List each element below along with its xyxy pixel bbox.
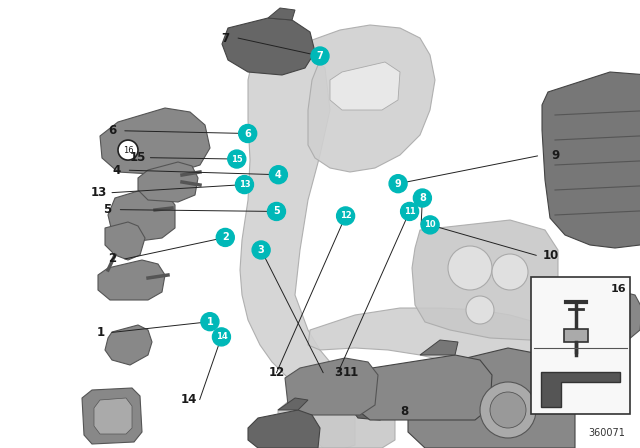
Polygon shape bbox=[542, 72, 640, 248]
Polygon shape bbox=[330, 62, 400, 110]
Polygon shape bbox=[268, 8, 295, 20]
Text: 10: 10 bbox=[424, 220, 436, 229]
Circle shape bbox=[421, 216, 439, 234]
Text: 2: 2 bbox=[108, 252, 116, 266]
Polygon shape bbox=[285, 358, 378, 415]
Polygon shape bbox=[541, 371, 620, 407]
Polygon shape bbox=[408, 348, 575, 448]
Circle shape bbox=[492, 254, 528, 290]
Polygon shape bbox=[355, 355, 492, 420]
Bar bbox=[531, 277, 630, 414]
Circle shape bbox=[269, 166, 287, 184]
Polygon shape bbox=[420, 340, 458, 355]
Text: 6: 6 bbox=[108, 124, 116, 138]
Text: 5: 5 bbox=[104, 203, 111, 216]
Polygon shape bbox=[100, 108, 210, 175]
Text: 6: 6 bbox=[244, 129, 251, 138]
Text: 3: 3 bbox=[334, 366, 342, 379]
Text: 9: 9 bbox=[395, 179, 401, 189]
Circle shape bbox=[480, 382, 536, 438]
Text: 3: 3 bbox=[258, 245, 264, 255]
Polygon shape bbox=[82, 388, 142, 444]
Polygon shape bbox=[105, 222, 145, 260]
Text: 11: 11 bbox=[404, 207, 415, 216]
Text: 13: 13 bbox=[91, 186, 108, 199]
Text: 15: 15 bbox=[231, 155, 243, 164]
Polygon shape bbox=[94, 398, 132, 434]
Polygon shape bbox=[278, 398, 308, 410]
Text: 14: 14 bbox=[216, 332, 227, 341]
Polygon shape bbox=[222, 18, 315, 75]
Text: 7: 7 bbox=[317, 51, 323, 61]
Polygon shape bbox=[555, 290, 640, 340]
Circle shape bbox=[118, 140, 138, 160]
Circle shape bbox=[239, 125, 257, 142]
Text: 1: 1 bbox=[97, 326, 105, 339]
Circle shape bbox=[252, 241, 270, 259]
Polygon shape bbox=[352, 388, 390, 420]
Text: 7: 7 bbox=[221, 31, 229, 45]
Text: 9: 9 bbox=[552, 149, 559, 163]
Text: 16: 16 bbox=[123, 146, 133, 155]
Circle shape bbox=[201, 313, 219, 331]
Circle shape bbox=[311, 47, 329, 65]
Polygon shape bbox=[308, 308, 545, 372]
Text: 8: 8 bbox=[401, 405, 408, 418]
Circle shape bbox=[466, 296, 494, 324]
Polygon shape bbox=[105, 325, 152, 365]
Text: 15: 15 bbox=[129, 151, 146, 164]
Text: 11: 11 bbox=[342, 366, 359, 379]
Polygon shape bbox=[108, 188, 175, 242]
Circle shape bbox=[490, 392, 526, 428]
Text: 10: 10 bbox=[542, 249, 559, 262]
Polygon shape bbox=[290, 25, 435, 172]
Text: 13: 13 bbox=[239, 180, 250, 189]
Text: 5: 5 bbox=[273, 207, 280, 216]
Text: 12: 12 bbox=[268, 366, 285, 379]
Circle shape bbox=[389, 175, 407, 193]
Circle shape bbox=[216, 228, 234, 246]
Text: 8: 8 bbox=[419, 193, 426, 203]
Polygon shape bbox=[98, 260, 165, 300]
Text: 1: 1 bbox=[207, 317, 213, 327]
Text: 4: 4 bbox=[275, 170, 282, 180]
Polygon shape bbox=[564, 329, 588, 342]
Circle shape bbox=[268, 202, 285, 220]
Polygon shape bbox=[278, 390, 395, 448]
Circle shape bbox=[401, 202, 419, 220]
Text: 2: 2 bbox=[222, 233, 228, 242]
Text: 16: 16 bbox=[611, 284, 626, 294]
Circle shape bbox=[236, 176, 253, 194]
Text: 4: 4 bbox=[113, 164, 120, 177]
Circle shape bbox=[413, 189, 431, 207]
Polygon shape bbox=[422, 380, 462, 414]
Text: 14: 14 bbox=[180, 393, 197, 406]
Circle shape bbox=[228, 150, 246, 168]
Text: 360071: 360071 bbox=[589, 427, 625, 438]
Circle shape bbox=[448, 246, 492, 290]
Polygon shape bbox=[138, 162, 198, 202]
Polygon shape bbox=[248, 410, 320, 448]
Polygon shape bbox=[240, 48, 355, 448]
Polygon shape bbox=[412, 220, 558, 340]
Circle shape bbox=[337, 207, 355, 225]
Circle shape bbox=[212, 328, 230, 346]
Text: 12: 12 bbox=[340, 211, 351, 220]
